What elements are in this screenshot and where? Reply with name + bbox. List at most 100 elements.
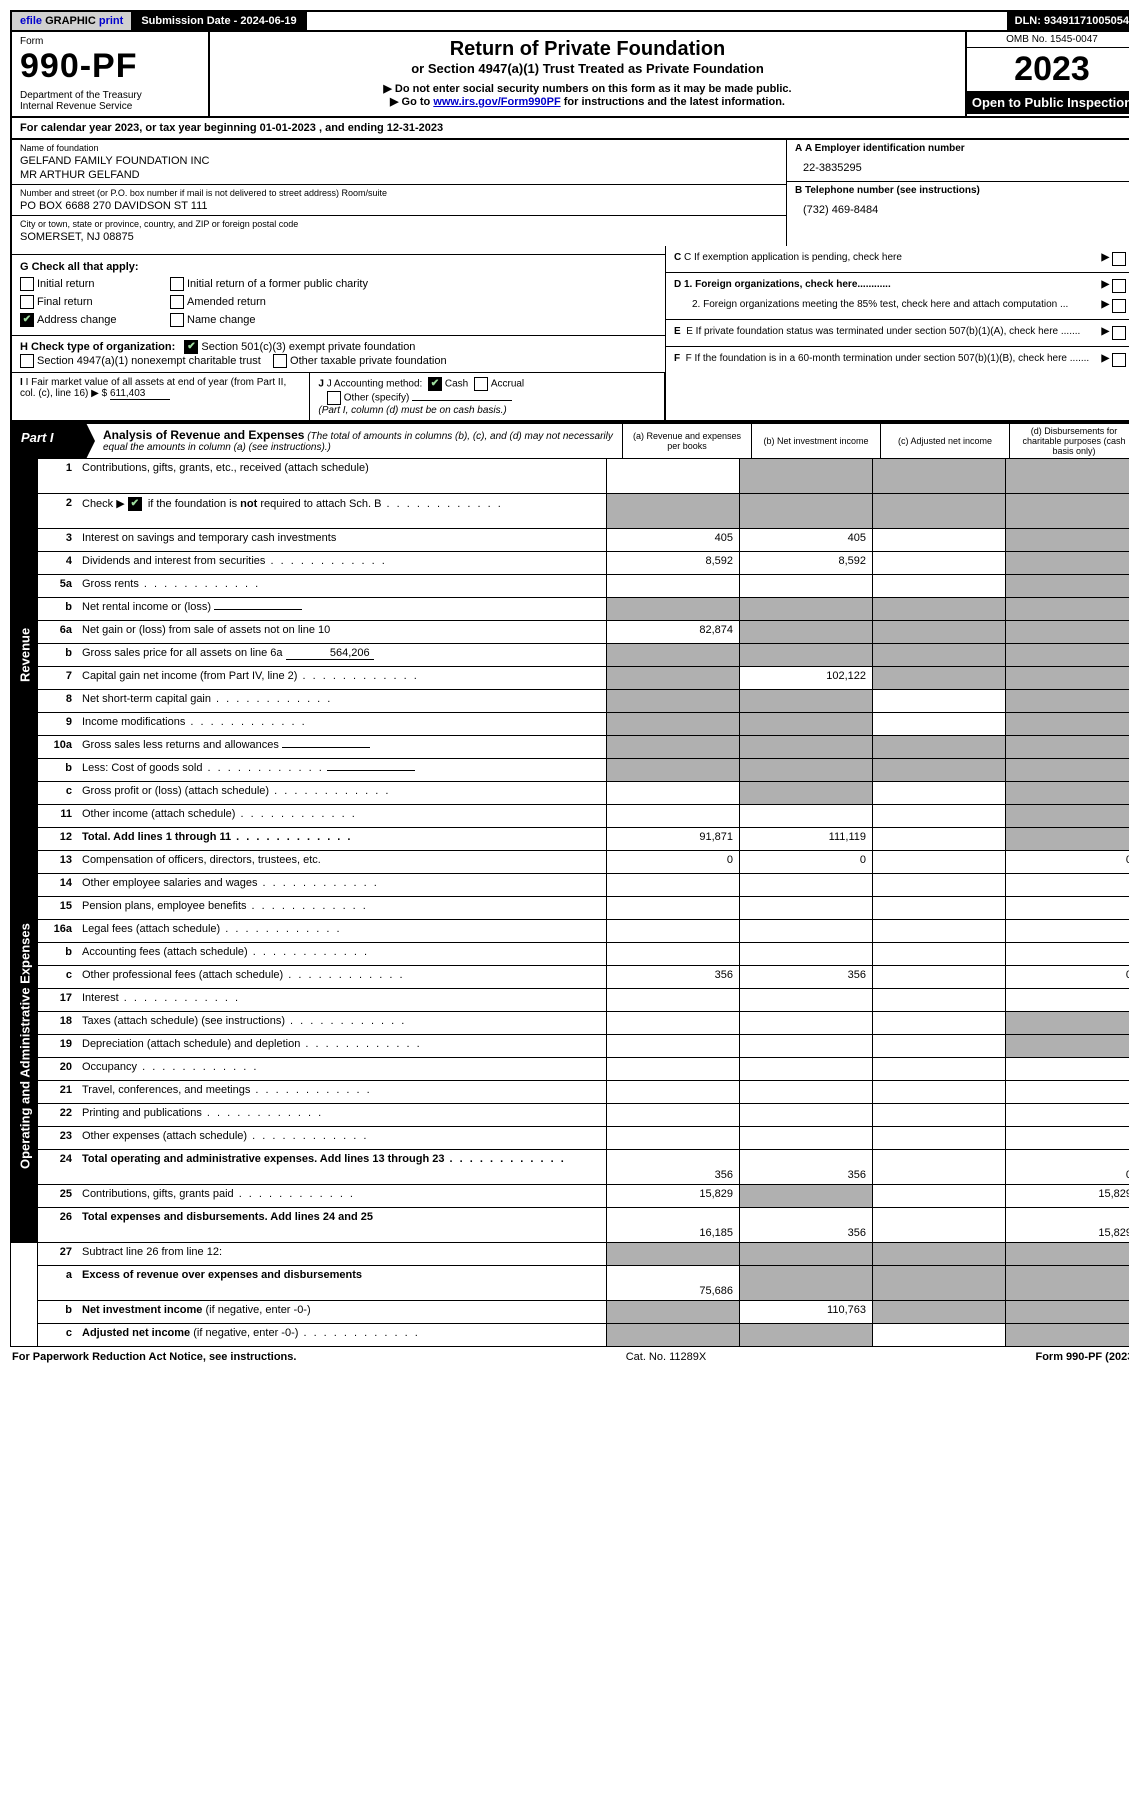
calendar-year-row: For calendar year 2023, or tax year begi…: [10, 118, 1129, 140]
line-16c: cOther professional fees (attach schedul…: [38, 966, 1129, 989]
terminated-checkbox[interactable]: [1112, 326, 1126, 340]
line-12: 12Total. Add lines 1 through 1191,871111…: [38, 828, 1129, 850]
line-11: 11Other income (attach schedule): [38, 805, 1129, 828]
line-8: 8Net short-term capital gain: [38, 690, 1129, 713]
line-23: 23Other expenses (attach schedule): [38, 1127, 1129, 1150]
name-change-checkbox[interactable]: [170, 313, 184, 327]
line-19: 19Depreciation (attach schedule) and dep…: [38, 1035, 1129, 1058]
part1-header: Part I Analysis of Revenue and Expenses …: [10, 422, 1129, 459]
footer-left: For Paperwork Reduction Act Notice, see …: [12, 1351, 296, 1363]
line-4: 4Dividends and interest from securities8…: [38, 552, 1129, 575]
amended-return-checkbox[interactable]: [170, 295, 184, 309]
submission-date: Submission Date - 2024-06-19: [133, 12, 306, 30]
line-10b: bLess: Cost of goods sold: [38, 759, 1129, 782]
line-18: 18Taxes (attach schedule) (see instructi…: [38, 1012, 1129, 1035]
form-header: Form 990-PF Department of the Treasury I…: [10, 32, 1129, 118]
checks-block: G Check all that apply: Initial return I…: [10, 246, 1129, 422]
revenue-side-tab: Revenue: [11, 459, 38, 850]
line-20: 20Occupancy: [38, 1058, 1129, 1081]
ein-field: A A Employer identification number 22-38…: [787, 140, 1129, 182]
cash-checkbox[interactable]: ✔: [428, 377, 442, 391]
address-field: Number and street (or P.O. box number if…: [12, 185, 786, 216]
d1-check: D 1. Foreign organizations, check here..…: [674, 279, 1129, 293]
line-17: 17Interest: [38, 989, 1129, 1012]
c-exemption-check: C C If exemption application is pending,…: [666, 246, 1129, 273]
accrual-checkbox[interactable]: [474, 377, 488, 391]
form-subtitle: or Section 4947(a)(1) Trust Treated as P…: [222, 61, 953, 76]
print-link[interactable]: print: [99, 15, 123, 27]
line-27a: aExcess of revenue over expenses and dis…: [38, 1266, 1129, 1301]
efile-button[interactable]: efile GRAPHIC print: [12, 12, 133, 30]
part1-desc: Analysis of Revenue and Expenses (The to…: [95, 424, 622, 458]
line-5a: 5aGross rents: [38, 575, 1129, 598]
line-7: 7Capital gain net income (from Part IV, …: [38, 667, 1129, 690]
line-27: 27Subtract line 26 from line 12:: [38, 1243, 1129, 1266]
col-c-header: (c) Adjusted net income: [880, 424, 1009, 458]
efile-topbar: efile GRAPHIC print Submission Date - 20…: [10, 10, 1129, 32]
page-footer: For Paperwork Reduction Act Notice, see …: [10, 1347, 1129, 1367]
line-3: 3Interest on savings and temporary cash …: [38, 529, 1129, 552]
form-title-block: Return of Private Foundation or Section …: [210, 32, 965, 116]
other-taxable-checkbox[interactable]: [273, 354, 287, 368]
omb-number: OMB No. 1545-0047: [967, 32, 1129, 48]
foreign-85-checkbox[interactable]: [1112, 299, 1126, 313]
line-27c: cAdjusted net income (if negative, enter…: [38, 1324, 1129, 1346]
line-22: 22Printing and publications: [38, 1104, 1129, 1127]
form-number-block: Form 990-PF Department of the Treasury I…: [12, 32, 210, 116]
initial-return-checkbox[interactable]: [20, 277, 34, 291]
tax-year: 2023: [967, 48, 1129, 91]
line-10a: 10aGross sales less returns and allowanc…: [38, 736, 1129, 759]
dept-treasury: Department of the Treasury Internal Reve…: [20, 90, 200, 112]
sch-b-checkbox[interactable]: ✔: [128, 497, 142, 511]
accounting-method: J J Accounting method: ✔Cash Accrual Oth…: [310, 373, 665, 420]
line-6b: bGross sales price for all assets on lin…: [38, 644, 1129, 667]
footer-right: Form 990-PF (2023): [1035, 1351, 1129, 1363]
e-check: E E If private foundation status was ter…: [666, 319, 1129, 346]
4947-checkbox[interactable]: [20, 354, 34, 368]
line-15: 15Pension plans, employee benefits: [38, 897, 1129, 920]
line-16a: 16aLegal fees (attach schedule): [38, 920, 1129, 943]
form-title: Return of Private Foundation: [222, 38, 953, 61]
year-block: OMB No. 1545-0047 2023 Open to Public In…: [965, 32, 1129, 116]
line-14: 14Other employee salaries and wages: [38, 874, 1129, 897]
line-9: 9Income modifications: [38, 713, 1129, 736]
line-10c: cGross profit or (loss) (attach schedule…: [38, 782, 1129, 805]
line-16b: bAccounting fees (attach schedule): [38, 943, 1129, 966]
line-24: 24Total operating and administrative exp…: [38, 1150, 1129, 1185]
instructions-link[interactable]: www.irs.gov/Form990PF: [433, 96, 560, 108]
line-5b: bNet rental income or (loss): [38, 598, 1129, 621]
expenses-side-tab: Operating and Administrative Expenses: [11, 851, 38, 1242]
entity-block: Name of foundation GELFAND FAMILY FOUNDA…: [10, 140, 1129, 246]
form-instructions: ▶ Do not enter social security numbers o…: [222, 82, 953, 108]
c-exemption-row: [12, 246, 665, 255]
exemption-pending-checkbox[interactable]: [1112, 252, 1126, 266]
initial-former-checkbox[interactable]: [170, 277, 184, 291]
col-d-header: (d) Disbursements for charitable purpose…: [1009, 424, 1129, 458]
graphic-label: GRAPHIC: [45, 15, 96, 27]
dln-number: DLN: 93491171005054: [1007, 12, 1129, 30]
d2-check: 2. Foreign organizations meeting the 85%…: [674, 299, 1129, 313]
side-spacer: [11, 1243, 38, 1346]
part1-tab: Part I: [11, 424, 95, 458]
expenses-section: Operating and Administrative Expenses 13…: [10, 851, 1129, 1243]
form-label: Form: [20, 36, 200, 47]
footer-cat-no: Cat. No. 11289X: [626, 1351, 707, 1363]
final-return-checkbox[interactable]: [20, 295, 34, 309]
h-row: H Check type of organization: ✔Section 5…: [12, 335, 665, 372]
foreign-org-checkbox[interactable]: [1112, 279, 1126, 293]
fmv-field: I I Fair market value of all assets at e…: [12, 373, 310, 420]
line-25: 25Contributions, gifts, grants paid15,82…: [38, 1185, 1129, 1208]
revenue-section: Revenue 1Contributions, gifts, grants, e…: [10, 459, 1129, 851]
col-b-header: (b) Net investment income: [751, 424, 880, 458]
open-inspection: Open to Public Inspection: [967, 91, 1129, 114]
line-27b: bNet investment income (if negative, ent…: [38, 1301, 1129, 1324]
other-method-checkbox[interactable]: [327, 391, 341, 405]
address-change-checkbox[interactable]: ✔: [20, 313, 34, 327]
60month-checkbox[interactable]: [1112, 353, 1126, 367]
line-26: 26Total expenses and disbursements. Add …: [38, 1208, 1129, 1242]
line-2: 2Check ▶ ✔ if the foundation is not requ…: [38, 494, 1129, 529]
g-row: G Check all that apply: Initial return I…: [20, 261, 657, 327]
line-1: 1Contributions, gifts, grants, etc., rec…: [38, 459, 1129, 494]
f-check: F F If the foundation is in a 60-month t…: [666, 346, 1129, 373]
501c3-checkbox[interactable]: ✔: [184, 340, 198, 354]
